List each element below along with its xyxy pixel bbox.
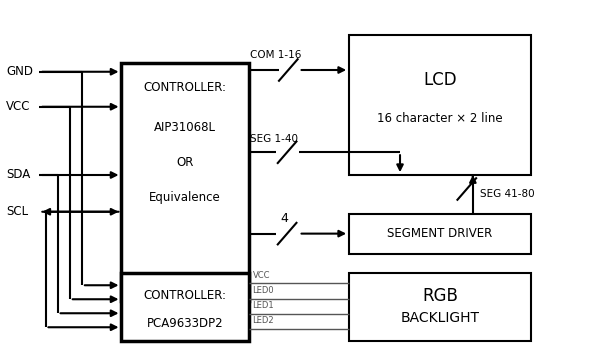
Text: BACKLIGHT: BACKLIGHT: [401, 311, 480, 325]
Text: VCC: VCC: [253, 271, 270, 280]
Text: LED2: LED2: [253, 316, 274, 326]
Text: SDA: SDA: [6, 168, 30, 182]
Text: CONTROLLER:: CONTROLLER:: [144, 81, 226, 94]
Text: GND: GND: [6, 65, 33, 78]
Text: OR: OR: [177, 156, 194, 169]
Text: AIP31068L: AIP31068L: [154, 121, 216, 134]
Bar: [121, 63, 249, 301]
Text: SEG 1-40: SEG 1-40: [250, 133, 298, 143]
Text: LCD: LCD: [423, 71, 457, 89]
Text: SCL: SCL: [6, 205, 28, 218]
Bar: [349, 273, 531, 341]
Text: SEGMENT DRIVER: SEGMENT DRIVER: [387, 227, 493, 240]
Text: Equivalence: Equivalence: [149, 191, 221, 204]
Text: COM 1-16: COM 1-16: [250, 49, 302, 60]
Bar: [349, 35, 531, 175]
Text: LED1: LED1: [253, 301, 274, 310]
Bar: [121, 273, 249, 341]
Text: CONTROLLER:: CONTROLLER:: [144, 289, 226, 302]
Text: PCA9633DP2: PCA9633DP2: [147, 317, 223, 330]
Text: 4: 4: [280, 212, 288, 225]
Text: VCC: VCC: [6, 100, 30, 113]
Bar: [349, 214, 531, 254]
Text: SEG 41-80: SEG 41-80: [480, 189, 535, 199]
Text: LED0: LED0: [253, 286, 274, 295]
Text: 16 character × 2 line: 16 character × 2 line: [378, 112, 503, 126]
Text: RGB: RGB: [422, 287, 458, 305]
